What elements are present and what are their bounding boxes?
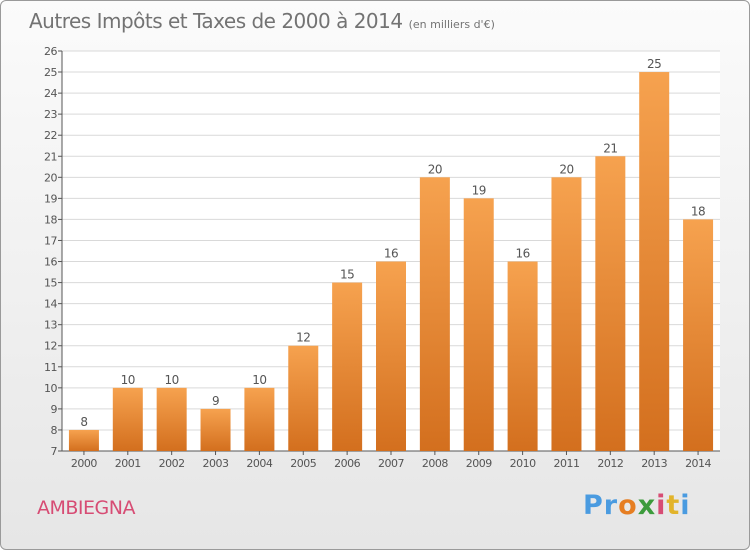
x-tick-label: 2006 <box>334 457 360 470</box>
bar <box>112 387 143 451</box>
bar <box>639 72 670 451</box>
bar-value-label: 15 <box>340 268 354 282</box>
bar <box>551 177 582 451</box>
brand-letter: t <box>666 490 681 521</box>
bar-value-label: 16 <box>515 247 529 261</box>
y-tick-label: 7 <box>51 445 58 458</box>
commune-name: AMBIEGNA <box>37 497 135 519</box>
y-tick-label: 15 <box>44 277 57 290</box>
bar <box>507 261 538 451</box>
brand-letter: r <box>603 490 619 521</box>
bar <box>376 261 406 451</box>
brand-letter: P <box>583 490 604 521</box>
brand-letter: x <box>637 490 657 521</box>
y-tick-label: 20 <box>44 171 57 184</box>
bar-value-label: 12 <box>296 331 310 345</box>
x-tick-label: 2013 <box>641 457 667 470</box>
bar <box>419 177 450 451</box>
bar <box>463 198 494 451</box>
y-tick-label: 22 <box>44 129 57 142</box>
y-tick-label: 18 <box>44 213 57 226</box>
y-tick-label: 14 <box>44 298 57 311</box>
chart-unit: (en milliers d'€) <box>408 18 495 31</box>
bar-value-label: 8 <box>80 415 87 429</box>
x-tick-label: 2007 <box>378 457 404 470</box>
y-tick-label: 24 <box>44 87 57 100</box>
y-tick-label: 26 <box>44 45 57 58</box>
x-tick-label: 2002 <box>159 457 185 470</box>
brand-letter: o <box>618 490 638 521</box>
brand-logo: Proxiti <box>583 490 691 521</box>
y-tick-label: 17 <box>44 234 57 247</box>
bar <box>156 387 187 451</box>
bar <box>244 387 275 451</box>
y-tick-label: 10 <box>44 382 57 395</box>
bar-value-label: 21 <box>603 141 617 155</box>
bar-value-label: 20 <box>428 162 442 176</box>
y-tick-label: 13 <box>44 319 57 332</box>
y-tick-label: 23 <box>44 108 57 121</box>
bar <box>332 282 363 451</box>
bar-value-label: 16 <box>384 247 398 261</box>
bar-value-label: 25 <box>647 57 661 71</box>
y-tick-label: 8 <box>51 424 58 437</box>
x-tick-label: 2004 <box>246 457 272 470</box>
y-tick-label: 16 <box>44 256 57 269</box>
brand-letter: i <box>680 490 691 521</box>
x-tick-label: 2005 <box>290 457 316 470</box>
y-tick-label: 21 <box>44 150 57 163</box>
bar-value-label: 19 <box>472 183 486 197</box>
bar-value-label: 10 <box>165 373 179 387</box>
x-tick-label: 2000 <box>71 457 97 470</box>
y-tick-label: 25 <box>44 66 57 79</box>
x-tick-label: 2009 <box>466 457 492 470</box>
y-tick-label: 19 <box>44 192 57 205</box>
chart-title-text: Autres Impôts et Taxes de 2000 à 2014 <box>29 9 403 33</box>
x-tick-label: 2008 <box>422 457 448 470</box>
x-tick-label: 2001 <box>115 457 141 470</box>
x-tick-label: 2011 <box>553 457 579 470</box>
y-tick-label: 11 <box>44 361 57 374</box>
bar-value-label: 10 <box>121 373 135 387</box>
x-tick-label: 2014 <box>685 457 711 470</box>
y-tick-label: 12 <box>44 340 57 353</box>
x-tick-label: 2003 <box>203 457 229 470</box>
bar <box>68 429 99 451</box>
brand-letter: i <box>656 490 667 521</box>
bar <box>288 345 319 451</box>
bar-value-label: 18 <box>691 204 705 218</box>
x-tick-label: 2012 <box>597 457 623 470</box>
bar <box>595 156 626 451</box>
bar-value-label: 20 <box>559 162 573 176</box>
chart-title: Autres Impôts et Taxes de 2000 à 2014 (en… <box>29 9 495 33</box>
bar <box>200 408 231 451</box>
bar <box>683 219 714 451</box>
bar-value-label: 10 <box>252 373 266 387</box>
bar-value-label: 9 <box>212 394 219 408</box>
y-tick-label: 9 <box>51 403 58 416</box>
x-tick-label: 2010 <box>510 457 536 470</box>
